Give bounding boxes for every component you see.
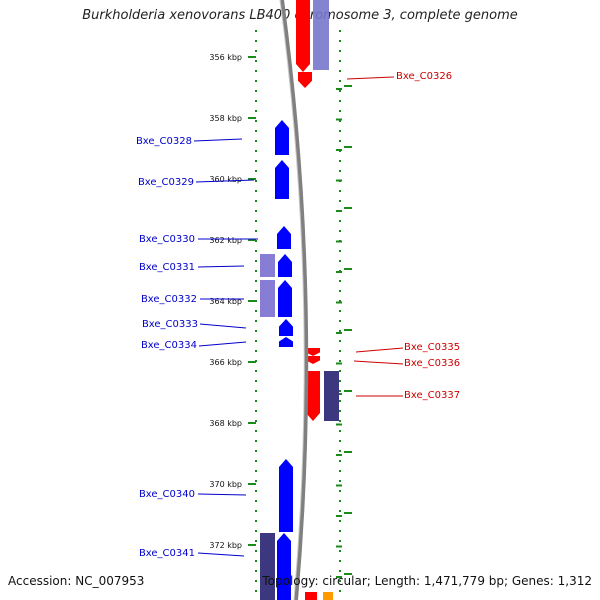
gene-label[interactable]: Bxe_C0337 [404,390,460,401]
scale-tick-label: 358 kbp [209,114,242,123]
major-tick [248,239,256,241]
major-tick [248,483,256,485]
cds-reverse-arrow [275,120,289,155]
cds-reverse-faded [260,280,275,317]
gene-label[interactable]: Bxe_C0328 [136,136,192,147]
tick-row-left [248,30,257,592]
gene-label[interactable]: Bxe_C0329 [138,177,194,188]
major-tick [344,573,352,575]
cds-forward-arrow [306,356,320,364]
cds-reverse-arrow [277,226,291,249]
major-tick [344,85,352,87]
major-tick [344,268,352,270]
gene-leader-line [199,323,247,329]
cds-reverse-arrow [278,254,292,277]
cds-reverse-arrow [278,280,292,317]
major-tick [344,451,352,453]
scale-tick-label: 366 kbp [209,358,242,367]
gene-leader-line [197,265,245,268]
scale-tick-label: 356 kbp [209,53,242,62]
major-tick [248,422,256,424]
gene-label[interactable]: Bxe_C0334 [141,340,197,351]
major-tick [344,329,352,331]
gene-label[interactable]: Bxe_C0330 [139,234,195,245]
gene-label[interactable]: Bxe_C0326 [396,71,452,82]
cds-reverse-arrow [279,319,293,336]
gene-label[interactable]: Bxe_C0340 [139,489,195,500]
gene-label[interactable]: Bxe_C0331 [139,262,195,273]
scale-tick-label: 362 kbp [209,236,242,245]
cds-forward-arrow [306,348,320,356]
major-tick [248,544,256,546]
gene-leader-line [197,493,247,496]
major-tick [344,390,352,392]
cds-reverse-arrow [279,337,293,347]
cds-reverse-dark [260,533,275,600]
cds-reverse-arrow [275,160,289,199]
feature-tracks [260,0,339,600]
major-tick [344,512,352,514]
gene-labels: Bxe_C0326 Bxe_C0328 Bxe_C0329 Bxe_C0330 Bxe_… [136,71,460,559]
gene-leader-line [355,347,404,353]
gene-label[interactable]: Bxe_C0333 [142,319,198,330]
scale-tick-label: 364 kbp [209,297,242,306]
scale-tick-label: 368 kbp [209,419,242,428]
gene-leader-line [353,360,404,365]
major-tick [344,207,352,209]
cds-forward-faded [313,0,329,70]
gene-leader-line [346,76,395,80]
gene-leader-line [193,138,243,142]
gene-label[interactable]: Bxe_C0341 [139,548,195,559]
cds-forward-dark [324,371,339,421]
cds-reverse-arrow [279,459,293,532]
major-tick [248,361,256,363]
major-tick [248,178,256,180]
scale-tick-label: 372 kbp [209,541,242,550]
cds-forward-stub [305,592,317,600]
cds-reverse-faded [260,254,275,277]
cds-forward-arrow [306,371,320,421]
cds-reverse-arrow [277,533,291,600]
gene-label[interactable]: Bxe_C0335 [404,342,460,353]
backbone-arc [279,0,309,600]
accession-text: Accession: NC_007953 [8,574,145,588]
cds-other-stub [323,592,333,600]
cds-forward-arrow [298,72,312,88]
scale-labels: 356 kbp 358 kbp 360 kbp 362 kbp 364 kbp 366 k… [209,53,242,550]
major-tick [344,146,352,148]
gene-leader-line [197,552,245,557]
backbone-curve [280,0,309,600]
major-tick [248,300,256,302]
genome-summary: Topology: circular; Length: 1,471,779 bp… [262,574,592,588]
major-tick [248,117,256,119]
gene-leader-line [195,179,255,183]
gene-leader-line [198,341,247,347]
gene-label[interactable]: Bxe_C0332 [141,294,197,305]
scale-tick-label: 370 kbp [209,480,242,489]
cds-forward-arrow [296,0,310,72]
scale-tick-label: 360 kbp [209,175,242,184]
tick-row-right [336,30,352,592]
major-tick [248,56,256,58]
gene-label[interactable]: Bxe_C0336 [404,358,460,369]
